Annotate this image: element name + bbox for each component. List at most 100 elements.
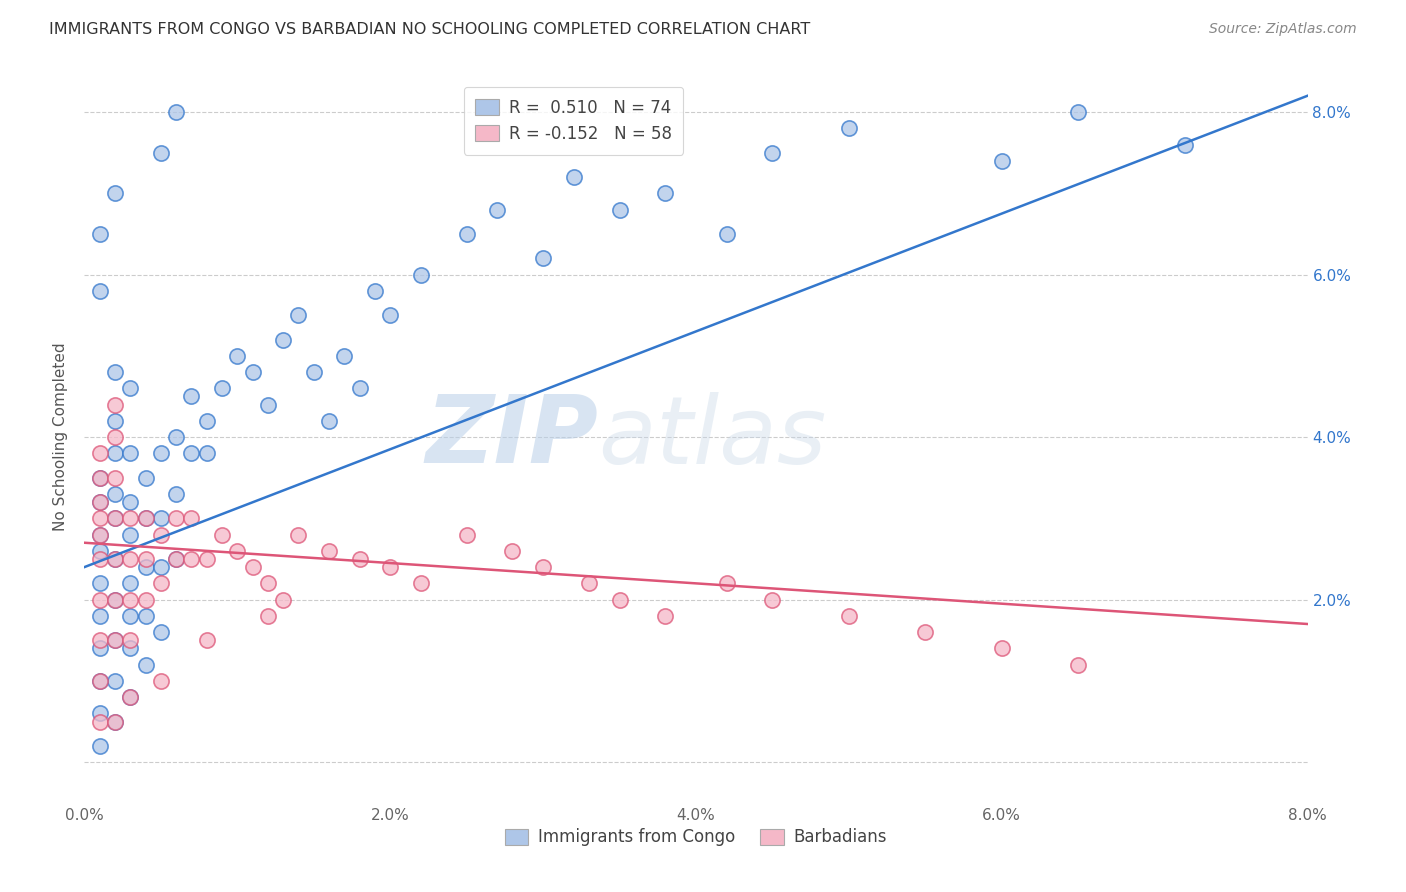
Point xyxy=(104,365,127,379)
Point xyxy=(180,511,202,525)
Point xyxy=(456,527,478,541)
Point xyxy=(165,552,187,566)
Point xyxy=(211,381,233,395)
Point xyxy=(165,552,187,566)
Point xyxy=(104,552,127,566)
Point xyxy=(1174,137,1197,152)
Point xyxy=(120,608,142,623)
Point xyxy=(104,471,127,485)
Point xyxy=(165,105,187,120)
Point xyxy=(89,284,111,298)
Point xyxy=(89,527,111,541)
Point xyxy=(165,430,187,444)
Point xyxy=(89,511,111,525)
Point xyxy=(89,633,111,648)
Point xyxy=(120,527,142,541)
Point xyxy=(104,487,127,501)
Point xyxy=(89,495,111,509)
Point xyxy=(104,552,127,566)
Point xyxy=(761,145,783,160)
Point xyxy=(226,349,249,363)
Point xyxy=(716,227,738,241)
Point xyxy=(609,202,631,217)
Point xyxy=(120,552,142,566)
Point xyxy=(456,227,478,241)
Point xyxy=(333,349,356,363)
Point xyxy=(318,414,340,428)
Point xyxy=(149,527,172,541)
Point xyxy=(89,227,111,241)
Point xyxy=(135,552,157,566)
Point xyxy=(149,576,172,591)
Point xyxy=(89,592,111,607)
Point xyxy=(89,527,111,541)
Point xyxy=(104,714,127,729)
Point xyxy=(89,552,111,566)
Point xyxy=(838,608,860,623)
Point xyxy=(120,592,142,607)
Point xyxy=(135,471,157,485)
Point xyxy=(257,608,280,623)
Point xyxy=(104,633,127,648)
Point xyxy=(104,714,127,729)
Point xyxy=(135,511,157,525)
Point xyxy=(349,552,371,566)
Point xyxy=(120,511,142,525)
Point xyxy=(609,592,631,607)
Point xyxy=(165,511,187,525)
Point xyxy=(120,633,142,648)
Point xyxy=(89,495,111,509)
Point xyxy=(135,560,157,574)
Point xyxy=(180,552,202,566)
Point xyxy=(135,608,157,623)
Point xyxy=(1067,657,1090,672)
Point xyxy=(242,365,264,379)
Point xyxy=(380,560,402,574)
Y-axis label: No Schooling Completed: No Schooling Completed xyxy=(53,343,69,532)
Point xyxy=(409,576,432,591)
Point xyxy=(120,576,142,591)
Point xyxy=(149,673,172,688)
Point xyxy=(531,560,554,574)
Point xyxy=(257,398,280,412)
Point xyxy=(89,576,111,591)
Point xyxy=(486,202,509,217)
Point xyxy=(195,446,218,460)
Point xyxy=(654,608,676,623)
Point xyxy=(226,544,249,558)
Point xyxy=(380,308,402,322)
Point xyxy=(271,592,294,607)
Point xyxy=(242,560,264,574)
Point xyxy=(89,739,111,753)
Point xyxy=(104,446,127,460)
Point xyxy=(89,608,111,623)
Point xyxy=(104,186,127,201)
Point xyxy=(104,633,127,648)
Point xyxy=(104,592,127,607)
Point xyxy=(180,389,202,403)
Point xyxy=(135,657,157,672)
Point xyxy=(502,544,524,558)
Point xyxy=(716,576,738,591)
Point xyxy=(165,487,187,501)
Text: ZIP: ZIP xyxy=(425,391,598,483)
Point xyxy=(991,153,1014,168)
Point xyxy=(149,511,172,525)
Point xyxy=(104,398,127,412)
Point xyxy=(104,414,127,428)
Point xyxy=(578,576,600,591)
Point xyxy=(838,121,860,136)
Point xyxy=(135,592,157,607)
Point xyxy=(104,511,127,525)
Point xyxy=(120,690,142,705)
Point xyxy=(761,592,783,607)
Point xyxy=(104,673,127,688)
Point xyxy=(349,381,371,395)
Point xyxy=(149,145,172,160)
Point xyxy=(104,430,127,444)
Point xyxy=(149,625,172,640)
Point xyxy=(120,641,142,656)
Point xyxy=(287,308,309,322)
Point xyxy=(89,673,111,688)
Text: IMMIGRANTS FROM CONGO VS BARBADIAN NO SCHOOLING COMPLETED CORRELATION CHART: IMMIGRANTS FROM CONGO VS BARBADIAN NO SC… xyxy=(49,22,810,37)
